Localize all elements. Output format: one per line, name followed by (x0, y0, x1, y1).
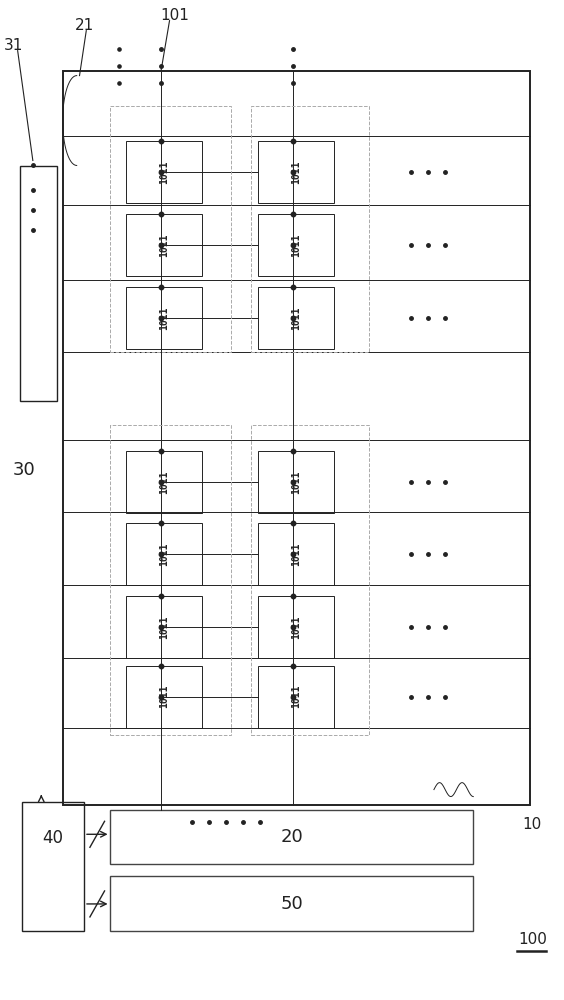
Bar (126, 214, 202, 276)
Bar (258, 666, 334, 728)
Bar (126, 666, 202, 728)
Bar (126, 596, 202, 658)
Bar (258, 141, 334, 203)
Text: 1011: 1011 (291, 234, 301, 257)
Text: 40: 40 (42, 829, 64, 847)
Text: 1011: 1011 (159, 161, 169, 184)
Text: 1011: 1011 (159, 234, 169, 257)
Text: 1011: 1011 (291, 307, 301, 330)
Bar (126, 451, 202, 513)
Text: 101: 101 (161, 8, 190, 23)
Text: 31: 31 (3, 38, 23, 53)
Bar (111, 106, 231, 352)
Bar (20, 166, 57, 401)
Bar (111, 810, 473, 864)
Bar (126, 287, 202, 349)
Bar (126, 141, 202, 203)
Text: 1011: 1011 (291, 161, 301, 184)
Text: 1011: 1011 (159, 470, 169, 494)
Text: 1011: 1011 (159, 542, 169, 566)
Text: 1011: 1011 (159, 307, 169, 330)
Bar (126, 523, 202, 585)
Bar (258, 523, 334, 585)
Text: 30: 30 (13, 461, 36, 479)
Text: 1011: 1011 (291, 615, 301, 639)
Text: 50: 50 (280, 895, 303, 913)
Bar (258, 214, 334, 276)
Bar (111, 876, 473, 931)
Text: 1011: 1011 (291, 542, 301, 566)
Bar (258, 287, 334, 349)
Bar (111, 425, 231, 735)
Bar (22, 802, 84, 931)
Bar (258, 451, 334, 513)
Text: 100: 100 (518, 932, 547, 947)
Text: 1011: 1011 (159, 685, 169, 708)
Bar (63, 71, 530, 805)
Bar (251, 425, 369, 735)
Text: 1011: 1011 (291, 685, 301, 708)
Bar (258, 596, 334, 658)
Text: 1011: 1011 (159, 615, 169, 639)
Text: 20: 20 (280, 828, 303, 846)
Text: 10: 10 (523, 817, 542, 832)
Bar (251, 106, 369, 352)
Text: 21: 21 (74, 18, 94, 33)
Text: 1011: 1011 (291, 470, 301, 494)
